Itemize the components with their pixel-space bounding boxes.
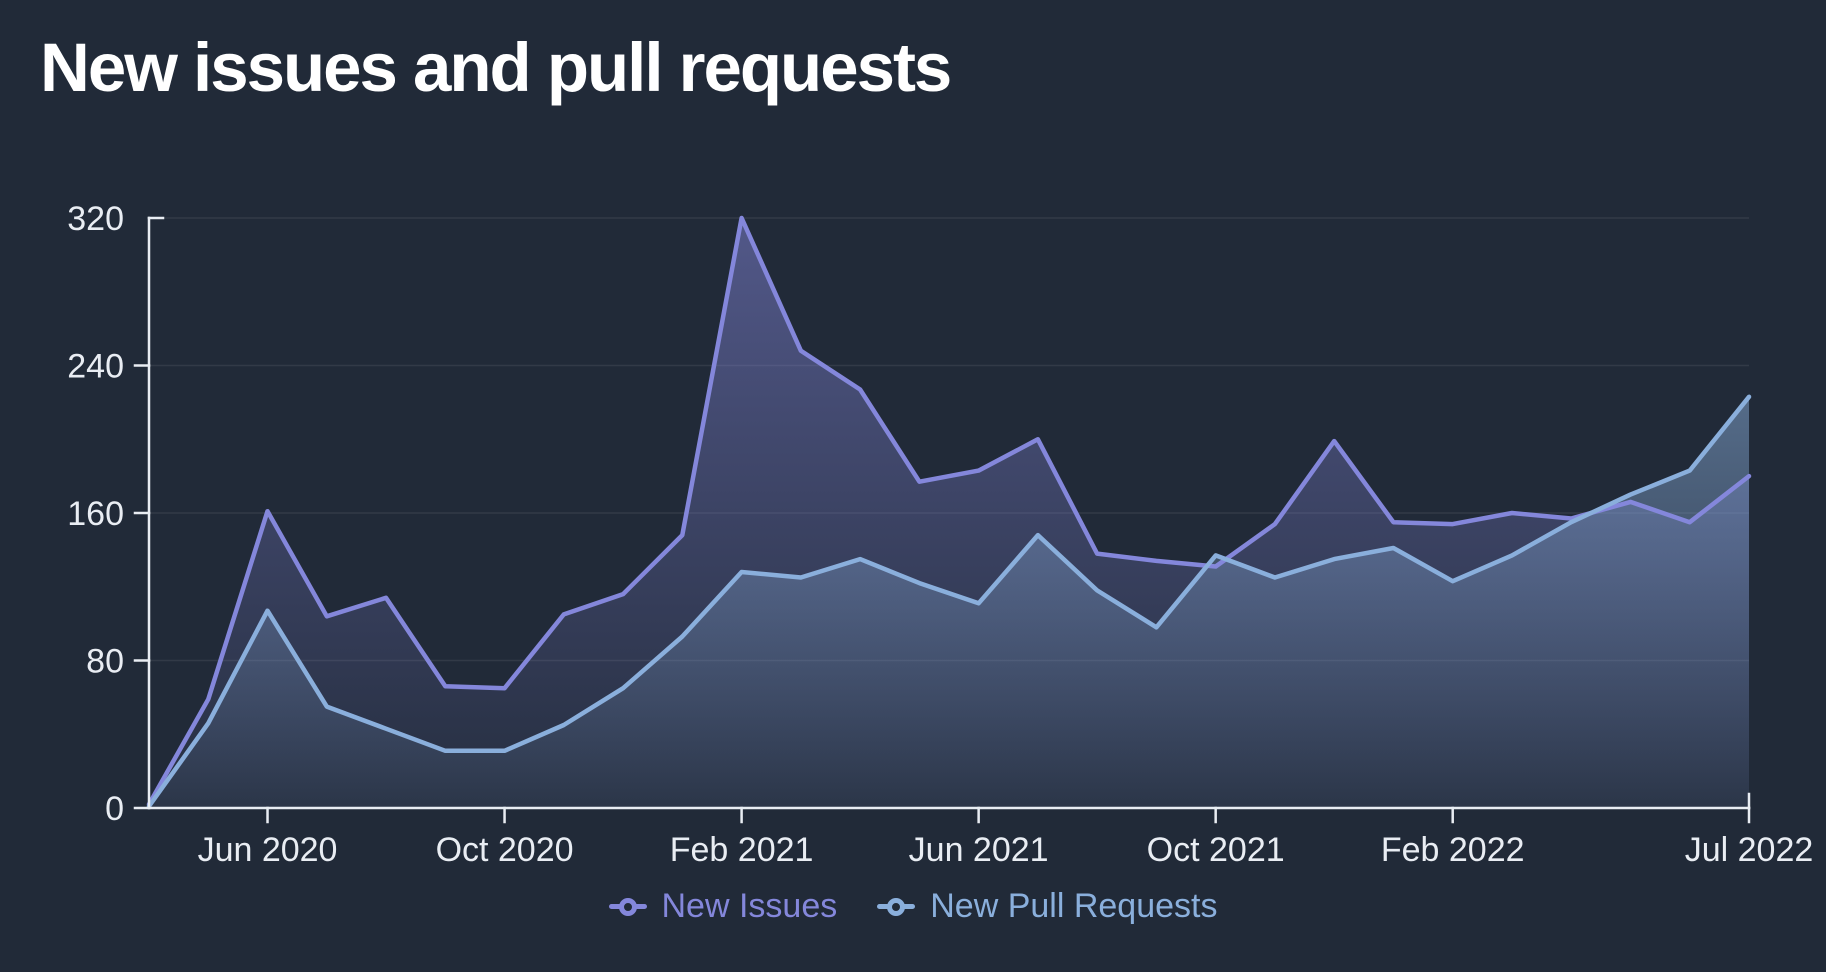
x-tick-label: Jul 2022 <box>1685 831 1814 869</box>
legend-item-new-pull-requests[interactable]: New Pull Requests <box>877 887 1217 926</box>
issues-legend-marker-icon <box>608 897 647 916</box>
pull-requests-line <box>146 394 1752 809</box>
y-tick-label: 80 <box>86 643 124 681</box>
chart-legend: New Issues New Pull Requests <box>0 887 1826 926</box>
x-tick-label: Jun 2021 <box>909 831 1049 869</box>
page-title: New issues and pull requests <box>40 29 952 106</box>
y-tick-label: 240 <box>67 348 124 386</box>
legend-label: New Issues <box>661 887 838 925</box>
pull-requests-legend-marker-icon <box>877 897 916 916</box>
y-tick-label: 320 <box>67 200 124 238</box>
issues-line <box>146 215 1752 807</box>
x-tick-label: Oct 2021 <box>1147 831 1285 869</box>
x-tick-label: Oct 2020 <box>436 831 574 869</box>
y-tick-label: 0 <box>105 790 124 828</box>
x-tick-label: Jun 2020 <box>198 831 338 869</box>
legend-item-new-issues[interactable]: New Issues <box>608 887 838 926</box>
pull-requests-area <box>149 396 1749 808</box>
x-tick-label: Feb 2021 <box>670 831 814 869</box>
y-tick-label: 160 <box>67 495 124 533</box>
legend-label: New Pull Requests <box>930 887 1218 925</box>
x-tick-label: Feb 2022 <box>1381 831 1525 869</box>
